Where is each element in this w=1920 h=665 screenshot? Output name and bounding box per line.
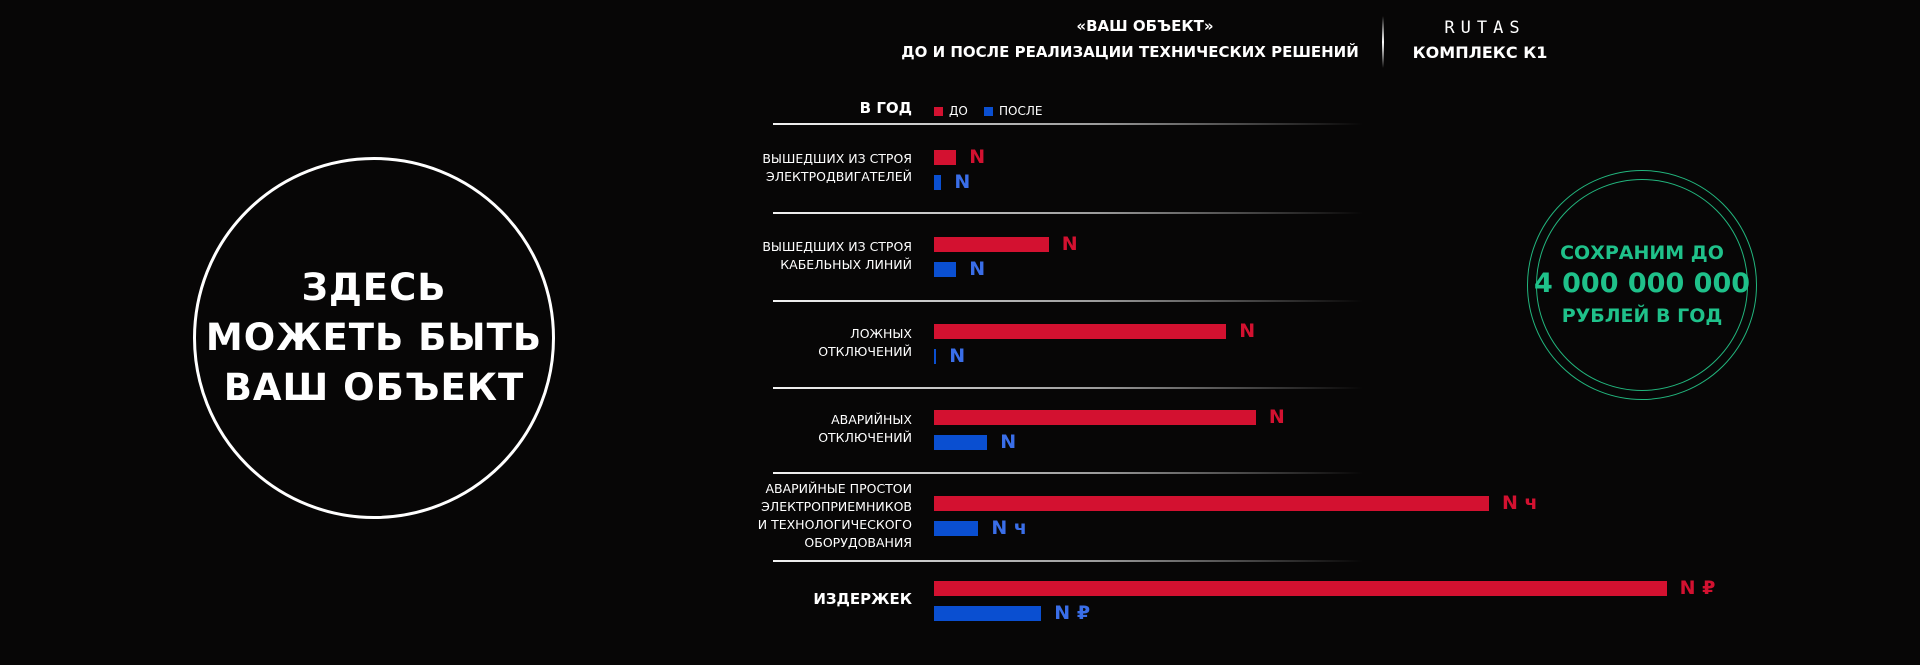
category-label-line: ОТКЛЮЧЕНИЙ [818, 344, 912, 359]
bar-before-3 [934, 410, 1256, 425]
row-separator [773, 300, 1363, 302]
bar-after-label-5: N ₽ [1054, 602, 1091, 624]
category-label-downtime: АВАРИЙНЫЕ ПРОСТОИ ЭЛЕКТРОПРИЕМНИКОВ И ТЕ… [740, 480, 912, 552]
category-label-line: ВЫШЕДШИХ ИЗ СТРОЯ [762, 239, 912, 254]
category-label-line: ЛОЖНЫХ [850, 326, 912, 341]
bar-before-2 [934, 324, 1227, 339]
bar-before-label-5: N ₽ [1679, 577, 1716, 599]
legend-after-swatch [984, 107, 993, 116]
object-circle-line-1: ЗДЕСЬ [301, 266, 447, 309]
bar-before-label-2: N [1239, 320, 1256, 342]
bar-after-label-3: N [1000, 431, 1017, 453]
category-label-line: ИЗДЕРЖЕК [813, 590, 912, 608]
bar-after-label-1: N [969, 258, 986, 280]
category-label-emergency-trips: АВАРИЙНЫХ ОТКЛЮЧЕНИЙ [740, 411, 912, 447]
category-label-line: ЭЛЕКТРОДВИГАТЕЛЕЙ [766, 169, 912, 184]
category-label-false-trips: ЛОЖНЫХ ОТКЛЮЧЕНИЙ [740, 325, 912, 361]
category-label-line: И ТЕХНОЛОГИЧЕСКОГО [757, 517, 912, 532]
bar-after-label-2: N [949, 345, 966, 367]
bar-before-label-4: N ч [1502, 492, 1538, 514]
category-label-motors: ВЫШЕДШИХ ИЗ СТРОЯ ЭЛЕКТРОДВИГАТЕЛЕЙ [740, 150, 912, 186]
category-label-line: АВАРИЙНЫЕ ПРОСТОИ [765, 481, 912, 496]
category-label-line: ВЫШЕДШИХ ИЗ СТРОЯ [762, 151, 912, 166]
bar-before-4 [934, 496, 1489, 511]
bar-after-label-0: N [954, 171, 971, 193]
bar-after-label-4: N ч [991, 517, 1027, 539]
bar-after-0 [934, 175, 942, 190]
category-label-line: КАБЕЛЬНЫХ ЛИНИЙ [780, 257, 912, 272]
bar-after-3 [934, 435, 988, 450]
bar-after-1 [934, 262, 957, 277]
object-placeholder-circle: ЗДЕСЬ МОЖЕТЬ БЫТЬ ВАШ ОБЪЕКТ [193, 157, 555, 519]
category-label-costs: ИЗДЕРЖЕК [740, 590, 912, 608]
object-circle-line-3: ВАШ ОБЪЕКТ [223, 366, 525, 409]
bar-after-5 [934, 606, 1042, 621]
header-subtitle: ДО И ПОСЛЕ РЕАЛИЗАЦИИ ТЕХНИЧЕСКИХ РЕШЕНИ… [901, 43, 1359, 61]
object-circle-line-2: МОЖЕТЬ БЫТЬ [205, 316, 543, 359]
bar-before-label-0: N [969, 146, 986, 168]
savings-line-2: РУБЛЕЙ В ГОД [1561, 305, 1723, 327]
bar-after-2 [934, 349, 937, 364]
brand-product-name: КОМПЛЕКС К1 [1412, 43, 1548, 62]
category-label-line: ОБОРУДОВАНИЯ [804, 535, 912, 550]
row-separator [773, 123, 1363, 125]
row-separator [773, 212, 1363, 214]
row-separator [773, 560, 1363, 562]
legend-before-label: ДО [949, 104, 968, 118]
savings-line-1: СОХРАНИМ ДО [1560, 242, 1724, 264]
legend-after-label: ПОСЛЕ [999, 104, 1043, 118]
bar-before-label-1: N [1061, 233, 1078, 255]
category-label-line: ОТКЛЮЧЕНИЙ [818, 430, 912, 445]
bar-before-label-3: N [1268, 406, 1285, 428]
bar-before-5 [934, 581, 1667, 596]
brand-logo: RUTAS [1444, 18, 1526, 38]
category-label-cables: ВЫШЕДШИХ ИЗ СТРОЯ КАБЕЛЬНЫХ ЛИНИЙ [740, 238, 912, 274]
legend-before-swatch [934, 107, 943, 116]
bar-after-4 [934, 521, 979, 536]
bar-before-0 [934, 150, 957, 165]
savings-circle-inner [1536, 179, 1748, 391]
savings-amount: 4 000 000 000 [1533, 268, 1751, 299]
bar-before-1 [934, 237, 1049, 252]
header-divider [1382, 16, 1384, 68]
category-label-line: АВАРИЙНЫХ [831, 412, 912, 427]
header-title: «ВАШ ОБЪЕКТ» [1076, 17, 1214, 35]
row-separator [773, 387, 1363, 389]
row-separator [773, 472, 1363, 474]
savings-circle-outer [1527, 170, 1757, 400]
per-year-label: В ГОД [859, 99, 912, 117]
category-label-line: ЭЛЕКТРОПРИЕМНИКОВ [761, 499, 912, 514]
